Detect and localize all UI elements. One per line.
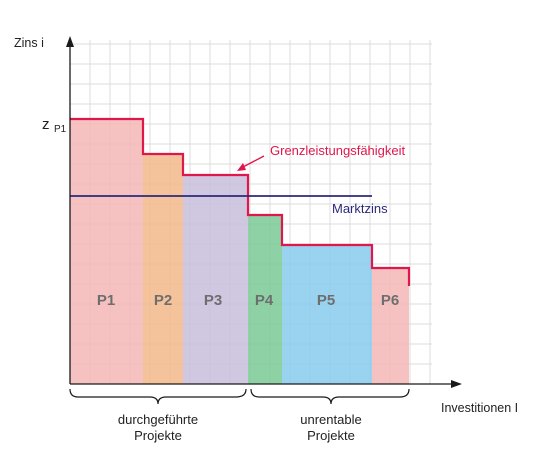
brace-unprofitable [250,388,410,405]
group-label-executed-line2: Projekte [134,428,182,443]
group-label-executed-line1: durchgeführte [118,412,198,427]
project-label-p4: P4 [255,292,274,309]
project-bar-p4 [248,215,282,384]
project-bar-p2 [143,154,183,384]
project-bar-p1 [70,119,143,384]
y-axis-arrow [66,36,74,47]
project-label-p6: P6 [381,292,399,309]
project-bar-p6 [372,268,409,384]
project-label-p2: P2 [154,292,172,309]
project-label-p1: P1 [97,292,115,309]
group-label-unprofitable-line2: Projekte [307,428,355,443]
curve-label-pointer-head [237,163,246,171]
brace-executed [69,388,247,405]
project-bar-p5 [282,245,372,384]
zp1-marker: z P1 [42,116,67,135]
market-rate-label: Marktzins [332,201,388,216]
project-bars: P1 P2 P3 P4 P5 P6 [70,119,409,384]
y-axis-title: Zins i [14,36,44,50]
x-axis-title: Investitionen I [441,401,518,415]
project-label-p3: P3 [204,292,222,309]
marginal-efficiency-curve [70,117,411,286]
group-label-unprofitable-line1: unrentable [300,412,361,427]
project-bar-p3 [183,175,248,384]
zp1-marker-sub: P1 [54,124,67,135]
curve-label: Grenzleistungsfähigkeit [270,143,406,158]
x-axis-arrow [451,380,462,388]
zp1-marker-main: z [42,116,50,133]
project-label-p5: P5 [317,292,335,309]
curve-label-pointer [242,155,265,168]
